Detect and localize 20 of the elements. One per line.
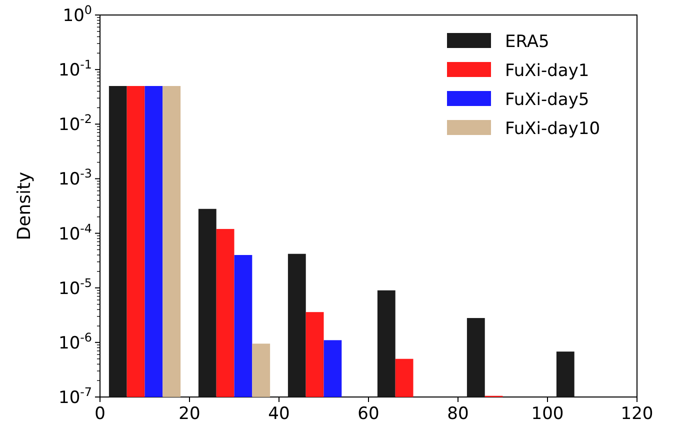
legend-label: ERA5 (505, 32, 550, 52)
y-axis-title: Density (14, 171, 35, 240)
x-tick-label: 20 (178, 404, 200, 424)
legend-label: FuXi-day5 (505, 90, 590, 110)
y-tick-label: 10$^{-2}$ (58, 112, 92, 136)
x-tick-label: 80 (447, 404, 469, 424)
x-tick-label: 40 (268, 404, 290, 424)
x-tick-label: 100 (531, 404, 564, 424)
legend-label: FuXi-day10 (505, 119, 600, 139)
y-tick-label: 10$^{-4}$ (58, 221, 92, 244)
y-tick-label: 10$^{-6}$ (58, 330, 92, 354)
legend-label: FuXi-day1 (505, 61, 590, 81)
x-tick-label: 60 (358, 404, 380, 424)
x-tick-label: 0 (94, 404, 106, 424)
x-tick-label: 120 (620, 404, 654, 424)
y-tick-label: 10$^{-1}$ (58, 58, 92, 81)
y-tick-label: 10$^{0}$ (62, 3, 92, 26)
y-tick-label: 10$^{-3}$ (58, 166, 92, 190)
y-tick-label: 10$^{-7}$ (58, 385, 92, 408)
y-tick-label: 10$^{-5}$ (58, 276, 92, 299)
